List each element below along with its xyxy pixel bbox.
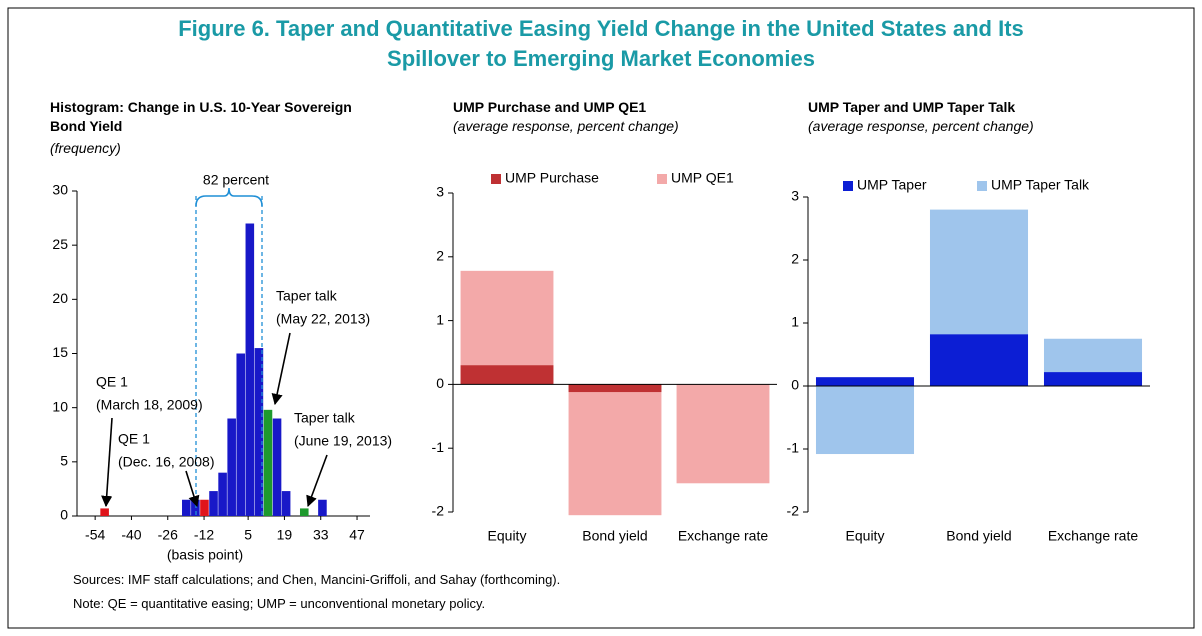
figure-frame — [7, 7, 1195, 629]
sources: Sources: IMF staff calculations; and Che… — [73, 572, 561, 587]
annotation: (Dec. 16, 2008) — [118, 454, 215, 470]
x-tick-label: -40 — [121, 527, 141, 543]
y-tick-label: 20 — [52, 290, 68, 306]
annotation: Taper talk — [276, 288, 338, 304]
panel-title: UMP Purchase and UMP QE1 — [453, 99, 647, 115]
panel-subtitle: (average response, percent change) — [453, 118, 679, 134]
legend-label: UMP Taper — [857, 177, 927, 193]
y-tick-label: 5 — [60, 453, 68, 469]
y-tick-label: 25 — [52, 236, 68, 252]
annotation: (May 22, 2013) — [276, 311, 370, 327]
x-tick-label: Bond yield — [582, 528, 647, 544]
histogram-bar — [299, 508, 309, 516]
x-tick-label: -12 — [194, 527, 214, 543]
histogram-bar — [281, 491, 291, 516]
x-tick-label: 47 — [349, 527, 365, 543]
x-tick-label: 33 — [313, 527, 329, 543]
histogram-bar — [218, 472, 227, 516]
legend-label: UMP QE1 — [671, 170, 734, 186]
histogram-bar — [100, 508, 109, 516]
annotation-arrow — [185, 470, 200, 508]
bar — [929, 334, 1029, 386]
bar — [815, 377, 915, 386]
legend-swatch — [491, 174, 501, 184]
x-tick-label: Equity — [488, 528, 527, 544]
annotation: QE 1 — [96, 374, 128, 390]
figure-title: Figure 6. Taper and Quantitative Easing … — [178, 16, 1024, 41]
x-tick-label: 19 — [277, 527, 293, 543]
histogram-bar — [236, 353, 246, 516]
bar — [460, 365, 554, 385]
x-axis-label: (basis point) — [167, 547, 243, 563]
panel-subtitle: (average response, percent change) — [808, 118, 1034, 134]
y-tick-label: 0 — [436, 375, 444, 391]
histogram-bar — [245, 223, 255, 516]
bar — [815, 386, 915, 455]
y-tick-label: -2 — [432, 503, 445, 519]
y-tick-label: -1 — [432, 439, 445, 455]
annotation: QE 1 — [118, 431, 150, 447]
x-tick-label: Equity — [846, 528, 885, 544]
histogram-bar — [227, 418, 236, 516]
x-tick-label: -54 — [85, 527, 105, 543]
range-bracket — [195, 187, 263, 207]
panel-title: Histogram: Change in U.S. 10-Year Sovere… — [50, 99, 352, 134]
annotation-arrow — [101, 417, 113, 508]
histogram-bar — [209, 491, 218, 516]
y-axis-label: (frequency) — [50, 140, 121, 156]
y-tick-label: 3 — [436, 184, 444, 200]
y-tick-label: -2 — [787, 503, 800, 519]
panel-title: UMP Taper and UMP Taper Talk — [808, 99, 1016, 115]
y-tick-label: 3 — [791, 188, 799, 204]
y-tick-label: 30 — [52, 182, 68, 198]
annotation: (June 19, 2013) — [294, 433, 392, 449]
y-tick-label: -1 — [787, 440, 800, 456]
histogram-bar — [200, 499, 209, 516]
histogram-bar — [272, 418, 282, 516]
x-tick-label: Exchange rate — [678, 528, 768, 544]
y-tick-label: 1 — [436, 311, 444, 327]
annotation-arrow — [271, 332, 291, 406]
bar — [568, 384, 662, 516]
y-tick-label: 0 — [791, 377, 799, 393]
histogram-bar — [254, 348, 264, 516]
legend-swatch — [843, 181, 853, 191]
y-tick-label: 2 — [791, 251, 799, 267]
x-tick-label: Bond yield — [946, 528, 1011, 544]
x-tick-label: 5 — [244, 527, 252, 543]
x-tick-label: -26 — [158, 527, 178, 543]
histogram-bar — [182, 499, 191, 516]
annotation-arrow — [306, 454, 328, 508]
y-tick-label: 15 — [52, 344, 68, 360]
y-tick-label: 2 — [436, 248, 444, 264]
legend-swatch — [977, 181, 987, 191]
annotation: 82 percent — [203, 172, 269, 188]
legend-swatch — [657, 174, 667, 184]
histogram-bar — [318, 499, 327, 516]
bar — [676, 384, 770, 484]
y-tick-label: 0 — [60, 507, 68, 523]
legend-label: UMP Purchase — [505, 170, 599, 186]
note: Note: QE = quantitative easing; UMP = un… — [73, 596, 486, 611]
y-tick-label: 10 — [52, 398, 68, 414]
figure-title: Spillover to Emerging Market Economies — [387, 46, 815, 71]
bar — [1043, 372, 1143, 386]
histogram-bar — [263, 409, 273, 516]
x-tick-label: Exchange rate — [1048, 528, 1138, 544]
annotation: Taper talk — [294, 410, 356, 426]
legend-label: UMP Taper Talk — [991, 177, 1090, 193]
y-tick-label: 1 — [791, 314, 799, 330]
bar — [568, 384, 662, 393]
annotation: (March 18, 2009) — [96, 397, 203, 413]
